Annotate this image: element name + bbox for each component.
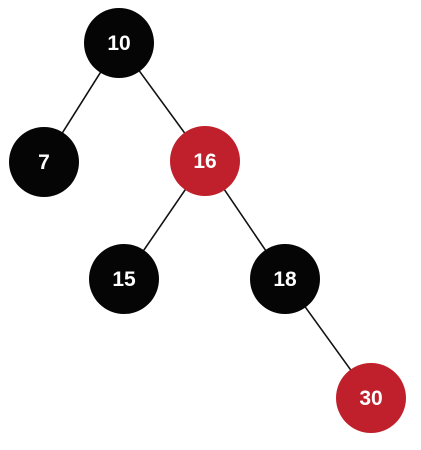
node-label: 15 — [112, 268, 136, 291]
node-circle-red — [336, 363, 406, 433]
edge-n18-n30 — [303, 305, 353, 372]
tree-node-10: 10 — [84, 8, 154, 78]
node-circle-red — [170, 126, 240, 196]
node-label: 30 — [359, 387, 382, 410]
tree-node-18: 18 — [250, 244, 320, 314]
tree-node-16: 16 — [170, 126, 240, 196]
node-label: 18 — [273, 268, 297, 291]
node-circle-black — [250, 244, 320, 314]
node-label: 16 — [193, 150, 216, 173]
tree-edges — [60, 69, 353, 372]
edge-n10-n7 — [60, 70, 103, 135]
edge-n16-n15 — [142, 187, 187, 253]
tree-node-30: 30 — [336, 363, 406, 433]
node-label: 7 — [38, 151, 50, 174]
node-circle-black — [89, 244, 159, 314]
tree-node-7: 7 — [9, 127, 79, 197]
tree-node-15: 15 — [89, 244, 159, 314]
tree-nodes: 10 7 16 15 18 30 — [9, 8, 406, 433]
node-circle-black — [9, 127, 79, 197]
node-label: 10 — [107, 32, 130, 55]
node-circle-black — [84, 8, 154, 78]
edge-n10-n16 — [137, 69, 187, 135]
edge-n16-n18 — [222, 187, 268, 253]
